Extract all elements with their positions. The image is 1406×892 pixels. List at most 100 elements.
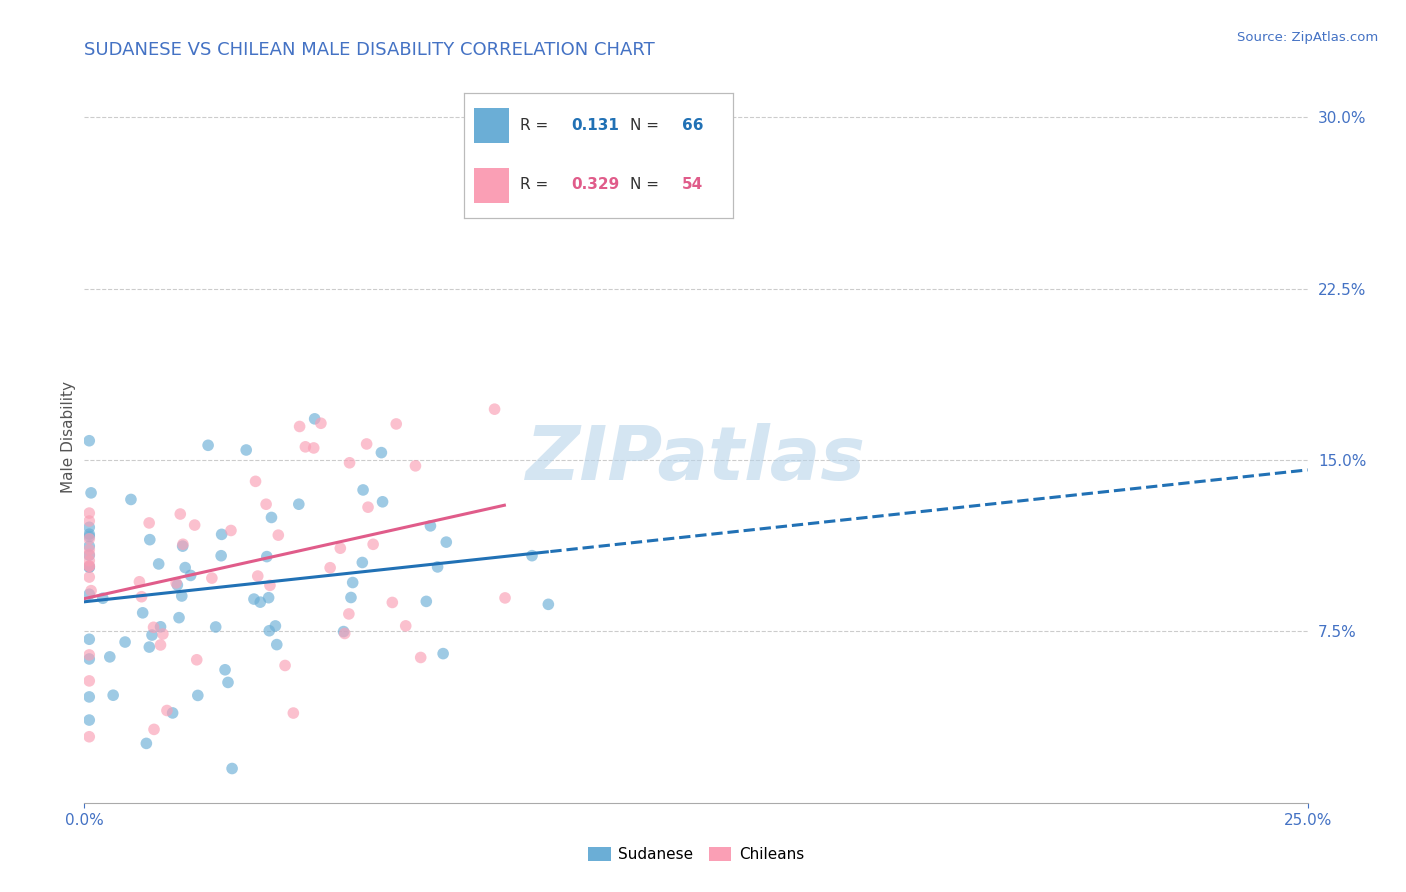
Point	[77, 514, 100, 528]
Point	[267, 528, 290, 542]
Point	[294, 440, 316, 454]
Point	[432, 647, 454, 661]
Point	[131, 590, 153, 604]
Point	[319, 560, 342, 574]
Point	[187, 689, 209, 703]
Y-axis label: Male Disability: Male Disability	[60, 381, 76, 493]
Point	[138, 640, 160, 654]
Point	[537, 598, 560, 612]
Point	[77, 673, 100, 688]
Point	[494, 591, 516, 605]
Point	[174, 560, 197, 574]
Point	[101, 688, 124, 702]
Point	[143, 723, 166, 737]
Point	[77, 434, 100, 448]
Point	[266, 638, 288, 652]
Point	[211, 527, 233, 541]
Point	[340, 591, 363, 605]
Point	[243, 592, 266, 607]
Point	[166, 578, 188, 592]
Point	[434, 535, 457, 549]
Point	[404, 458, 426, 473]
Point	[197, 438, 219, 452]
Point	[77, 587, 100, 601]
Point	[77, 520, 100, 534]
Point	[77, 652, 100, 666]
Legend: Sudanese, Chileans: Sudanese, Chileans	[582, 841, 810, 868]
Point	[77, 548, 100, 562]
Text: ZIPatlas: ZIPatlas	[526, 423, 866, 496]
Point	[337, 607, 360, 621]
Text: Source: ZipAtlas.com: Source: ZipAtlas.com	[1237, 31, 1378, 45]
Point	[274, 658, 297, 673]
Point	[426, 560, 449, 574]
Point	[162, 706, 184, 720]
Point	[77, 559, 100, 574]
Point	[342, 575, 364, 590]
Point	[288, 419, 311, 434]
Point	[156, 704, 179, 718]
Point	[77, 553, 100, 567]
Point	[77, 570, 100, 584]
Point	[77, 648, 100, 662]
Point	[339, 456, 361, 470]
Point	[77, 559, 100, 574]
Point	[395, 619, 418, 633]
Point	[180, 568, 202, 582]
Point	[381, 595, 404, 609]
Point	[259, 578, 281, 592]
Point	[139, 533, 162, 547]
Point	[149, 638, 172, 652]
Point	[91, 591, 114, 606]
Point	[77, 539, 100, 553]
Point	[201, 571, 224, 585]
Point	[142, 620, 165, 634]
Point	[235, 442, 257, 457]
Point	[249, 595, 271, 609]
Point	[259, 624, 281, 638]
Point	[149, 620, 172, 634]
Point	[98, 649, 121, 664]
Point	[172, 537, 194, 551]
Point	[257, 591, 280, 605]
Point	[254, 497, 277, 511]
Point	[77, 560, 100, 574]
Point	[214, 663, 236, 677]
Point	[80, 486, 103, 500]
Point	[148, 557, 170, 571]
Point	[409, 650, 432, 665]
Point	[152, 627, 174, 641]
Point	[183, 518, 205, 533]
Point	[217, 675, 239, 690]
Point	[77, 690, 100, 704]
Point	[304, 412, 326, 426]
Point	[169, 507, 191, 521]
Point	[165, 575, 187, 590]
Point	[361, 537, 384, 551]
Point	[186, 653, 208, 667]
Point	[246, 569, 269, 583]
Point	[520, 549, 543, 563]
Point	[385, 417, 408, 431]
Point	[333, 626, 356, 640]
Point	[80, 583, 103, 598]
Point	[219, 524, 242, 538]
Point	[329, 541, 352, 556]
Point	[77, 730, 100, 744]
Point	[172, 539, 194, 553]
Point	[356, 437, 378, 451]
Point	[141, 628, 163, 642]
Point	[77, 713, 100, 727]
Point	[209, 549, 232, 563]
Point	[77, 532, 100, 546]
Point	[77, 548, 100, 562]
Point	[370, 445, 392, 459]
Point	[419, 519, 441, 533]
Point	[371, 495, 394, 509]
Point	[167, 610, 190, 624]
Point	[77, 632, 100, 647]
Point	[288, 497, 311, 511]
Point	[131, 606, 153, 620]
Point	[221, 762, 243, 776]
Point	[357, 500, 380, 515]
